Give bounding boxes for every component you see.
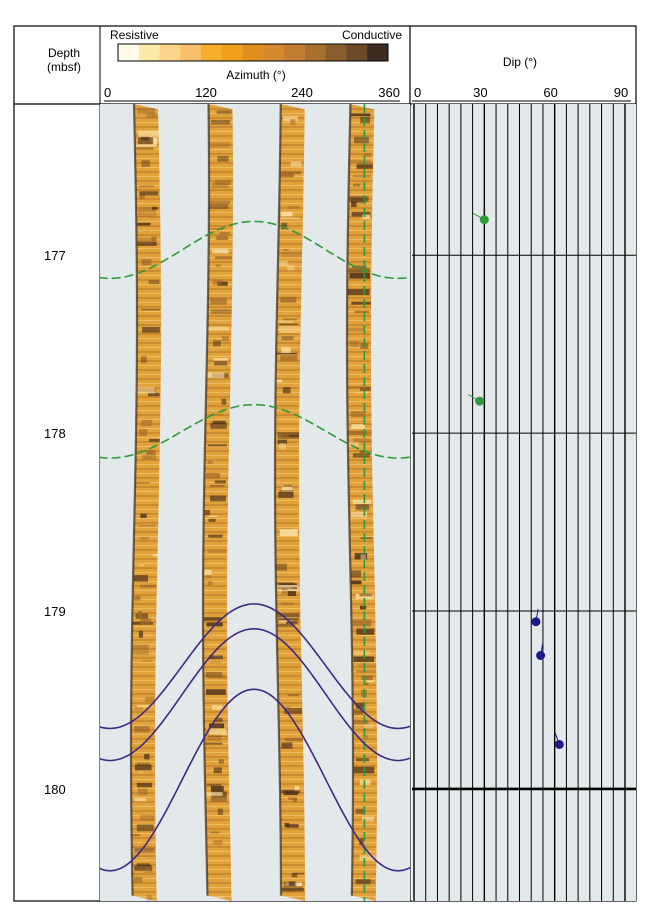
dip-tick-label: 90 — [614, 85, 628, 100]
purple-sinusoid — [100, 688, 410, 872]
azimuth-tick-label: 0 — [104, 85, 111, 100]
color-scale-border — [117, 43, 389, 62]
resistivity-image-track — [100, 104, 410, 901]
depth-tick-label: 180 — [44, 782, 66, 797]
dip-axis-label: Dip (°) — [503, 55, 537, 69]
fmi-pad-strip — [201, 104, 233, 901]
azimuth-tick-label: 240 — [291, 85, 313, 100]
color-scale-swatch — [118, 44, 140, 61]
dip-track — [412, 104, 636, 901]
depth-tick-label: 178 — [44, 426, 66, 441]
azimuth-tick-label: 360 — [378, 85, 400, 100]
fmi-pad-strip — [273, 104, 305, 901]
dip-track-background — [412, 104, 636, 901]
color-scale-swatch — [346, 44, 368, 61]
color-scale-swatch — [242, 44, 264, 61]
green-dashed-sinusoid — [100, 403, 410, 459]
color-scale-swatch — [180, 44, 202, 61]
scale-right-label: Conductive — [342, 28, 402, 42]
dip-tick-label: 30 — [473, 85, 487, 100]
tadpole-dip-point — [536, 650, 546, 660]
color-scale-swatch — [367, 44, 389, 61]
dip-tick-label: 0 — [414, 85, 421, 100]
color-scale-swatch — [221, 44, 244, 61]
color-scale-swatch — [201, 44, 223, 61]
color-scale-swatch — [263, 44, 285, 61]
azimuth-axis: 0 120 240 360 — [104, 85, 400, 102]
depth-label-line1: Depth — [48, 46, 80, 60]
purple-sinusoid — [100, 603, 410, 730]
azimuth-axis-label: Azimuth (°) — [226, 68, 285, 82]
color-scale-swatch — [325, 44, 347, 61]
tadpole-dip-point — [531, 617, 541, 627]
green-dashed-sinusoid — [100, 220, 410, 280]
purple-sinusoid — [100, 627, 410, 762]
color-scale-swatch — [159, 44, 181, 61]
azimuth-tick-label: 120 — [195, 85, 217, 100]
color-scale-swatch — [284, 44, 306, 61]
scale-left-label: Resistive — [110, 28, 159, 42]
dip-axis: 0 30 60 90 — [412, 85, 631, 102]
depth-tick-label: 177 — [44, 248, 66, 263]
tadpole-dip-point — [475, 396, 485, 406]
color-scale-bar — [117, 43, 389, 62]
color-scale-swatch — [304, 44, 327, 61]
depth-label-line2: (mbsf) — [47, 60, 81, 74]
depth-tick-label: 179 — [44, 604, 66, 619]
color-scale-swatch — [138, 44, 161, 61]
tadpole-dip-point — [554, 739, 564, 749]
dip-tick-label: 60 — [543, 85, 557, 100]
tadpole-dip-point — [479, 215, 489, 225]
depth-axis: 177 178 179 180 — [44, 248, 66, 797]
